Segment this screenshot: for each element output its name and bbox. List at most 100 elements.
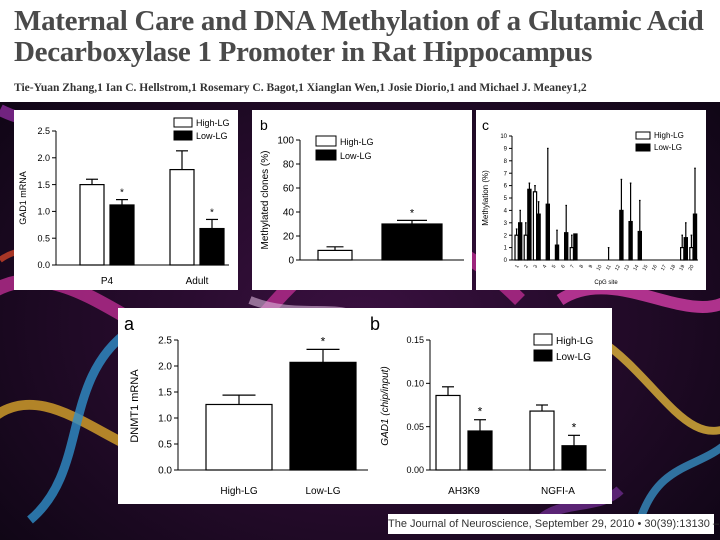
y-tick-label: 1.5 xyxy=(37,180,50,190)
bar xyxy=(680,247,685,261)
y-tick-label: 60 xyxy=(283,184,295,195)
legend-label: Low-LG xyxy=(340,151,372,161)
paper-title: Maternal Care and DNA Methylation of a G… xyxy=(14,6,714,68)
bar xyxy=(289,361,357,471)
y-tick-label: 0.5 xyxy=(158,440,172,451)
bar xyxy=(561,445,587,471)
bar xyxy=(683,237,688,261)
x-category-label: 5 xyxy=(551,264,558,270)
legend-label: Low-LG xyxy=(196,131,228,141)
legend-label: High-LG xyxy=(654,131,684,140)
bar xyxy=(628,220,633,261)
x-category-label: 12 xyxy=(614,264,622,272)
legend-label: High-LG xyxy=(340,137,374,147)
chart-dnmt1-and-chip: a 0.0 0.5 1.0 1.5 2.0 2.5 DNMT1 mRNA High-LG * Low… xyxy=(124,314,606,497)
bar xyxy=(517,222,523,261)
x-category-label: 2 xyxy=(523,264,530,270)
y-tick-label: 7 xyxy=(504,171,508,177)
title-line-1: Maternal Care and DNA Methylation of a G… xyxy=(14,5,704,37)
x-category-label: P4 xyxy=(101,276,114,287)
bar xyxy=(467,430,493,471)
y-tick-label: 10 xyxy=(500,134,507,140)
x-category-label: 11 xyxy=(605,264,613,272)
significance-star: * xyxy=(210,207,214,218)
y-tick-label: 2 xyxy=(504,233,508,239)
legend-swatch xyxy=(173,117,193,128)
y-axis-label: Methylated clones (%) xyxy=(260,151,271,250)
y-axis-label: Methylation (%) xyxy=(481,170,490,226)
legend-label: High-LG xyxy=(556,336,593,347)
bar xyxy=(619,209,624,261)
x-category-label: 1 xyxy=(514,264,521,270)
y-tick-label: 80 xyxy=(283,160,295,171)
legend-label: High-LG xyxy=(196,118,230,128)
bar xyxy=(573,233,578,261)
x-category-label: 4 xyxy=(542,264,549,270)
y-tick-label: 2.0 xyxy=(158,362,172,373)
x-category-label: NGFI-A xyxy=(541,486,575,497)
paper-header: Maternal Care and DNA Methylation of a G… xyxy=(0,0,720,102)
title-line-2: Decarboxylase 1 Promoter in Rat Hippocam… xyxy=(14,36,593,68)
x-category-label: 20 xyxy=(688,264,696,272)
bar xyxy=(563,232,569,261)
significance-star: * xyxy=(410,207,415,219)
bar xyxy=(79,183,105,266)
bar xyxy=(109,204,135,266)
y-tick-label: 5 xyxy=(504,196,508,202)
y-tick-label: 4 xyxy=(504,209,508,215)
panel-methylated-clones: b 0 20 40 60 80 100 Methylated clones (%) * High-… xyxy=(252,110,472,290)
x-category-label: Low-LG xyxy=(305,486,340,497)
x-category-label: 10 xyxy=(596,264,604,272)
y-tick-label: 40 xyxy=(283,208,295,219)
bar xyxy=(532,191,538,261)
bar xyxy=(381,223,443,261)
x-category-label: 3 xyxy=(533,264,540,270)
y-tick-label: 0 xyxy=(504,258,508,264)
y-tick-label: 0.0 xyxy=(37,260,50,270)
panel-label: b xyxy=(370,314,380,334)
y-tick-label: 0.15 xyxy=(406,335,424,345)
y-tick-label: 20 xyxy=(283,232,295,243)
y-tick-label: 2.5 xyxy=(37,126,50,136)
legend-swatch xyxy=(315,149,337,161)
panel-label: c xyxy=(482,117,489,133)
x-axis-label: CpG site xyxy=(594,280,618,286)
x-category-label: High-LG xyxy=(220,486,257,497)
y-tick-label: 0.00 xyxy=(406,465,424,475)
legend-label: Low-LG xyxy=(556,352,591,363)
y-tick-label: 0.05 xyxy=(406,422,424,432)
x-category-label: 18 xyxy=(669,264,677,272)
bar xyxy=(692,213,698,261)
bar xyxy=(199,227,225,266)
bar xyxy=(514,234,519,261)
y-axis-label: GAD1 (chip/input) xyxy=(380,366,391,445)
legend-label: Low-LG xyxy=(654,143,682,152)
panel-label: b xyxy=(260,117,268,133)
legend-swatch xyxy=(635,131,651,140)
x-category-label: 15 xyxy=(642,264,650,272)
y-tick-label: 2.0 xyxy=(37,153,50,163)
significance-star: * xyxy=(572,420,577,434)
x-category-label: 16 xyxy=(651,264,659,272)
bar xyxy=(637,230,642,261)
author-list: Tie-Yuan Zhang,1 Ian C. Hellstrom,1 Rose… xyxy=(14,82,587,94)
legend-swatch xyxy=(533,349,553,362)
legend-swatch xyxy=(635,143,651,152)
y-tick-label: 0.5 xyxy=(37,233,50,243)
x-category-label: 7 xyxy=(569,264,576,270)
y-tick-label: 3 xyxy=(504,221,508,227)
legend-swatch xyxy=(173,130,193,141)
legend-swatch xyxy=(533,333,553,346)
y-tick-label: 1 xyxy=(504,246,508,252)
y-tick-label: 6 xyxy=(504,184,508,190)
bar xyxy=(169,168,195,266)
y-tick-label: 0.10 xyxy=(406,378,424,388)
bar xyxy=(545,203,550,261)
bar xyxy=(529,410,555,471)
y-tick-label: 0 xyxy=(288,256,294,267)
x-category-label: 14 xyxy=(632,264,640,272)
y-tick-label: 100 xyxy=(277,136,294,147)
bar xyxy=(569,247,574,261)
y-tick-label: 8 xyxy=(504,159,508,165)
significance-star: * xyxy=(321,334,326,348)
